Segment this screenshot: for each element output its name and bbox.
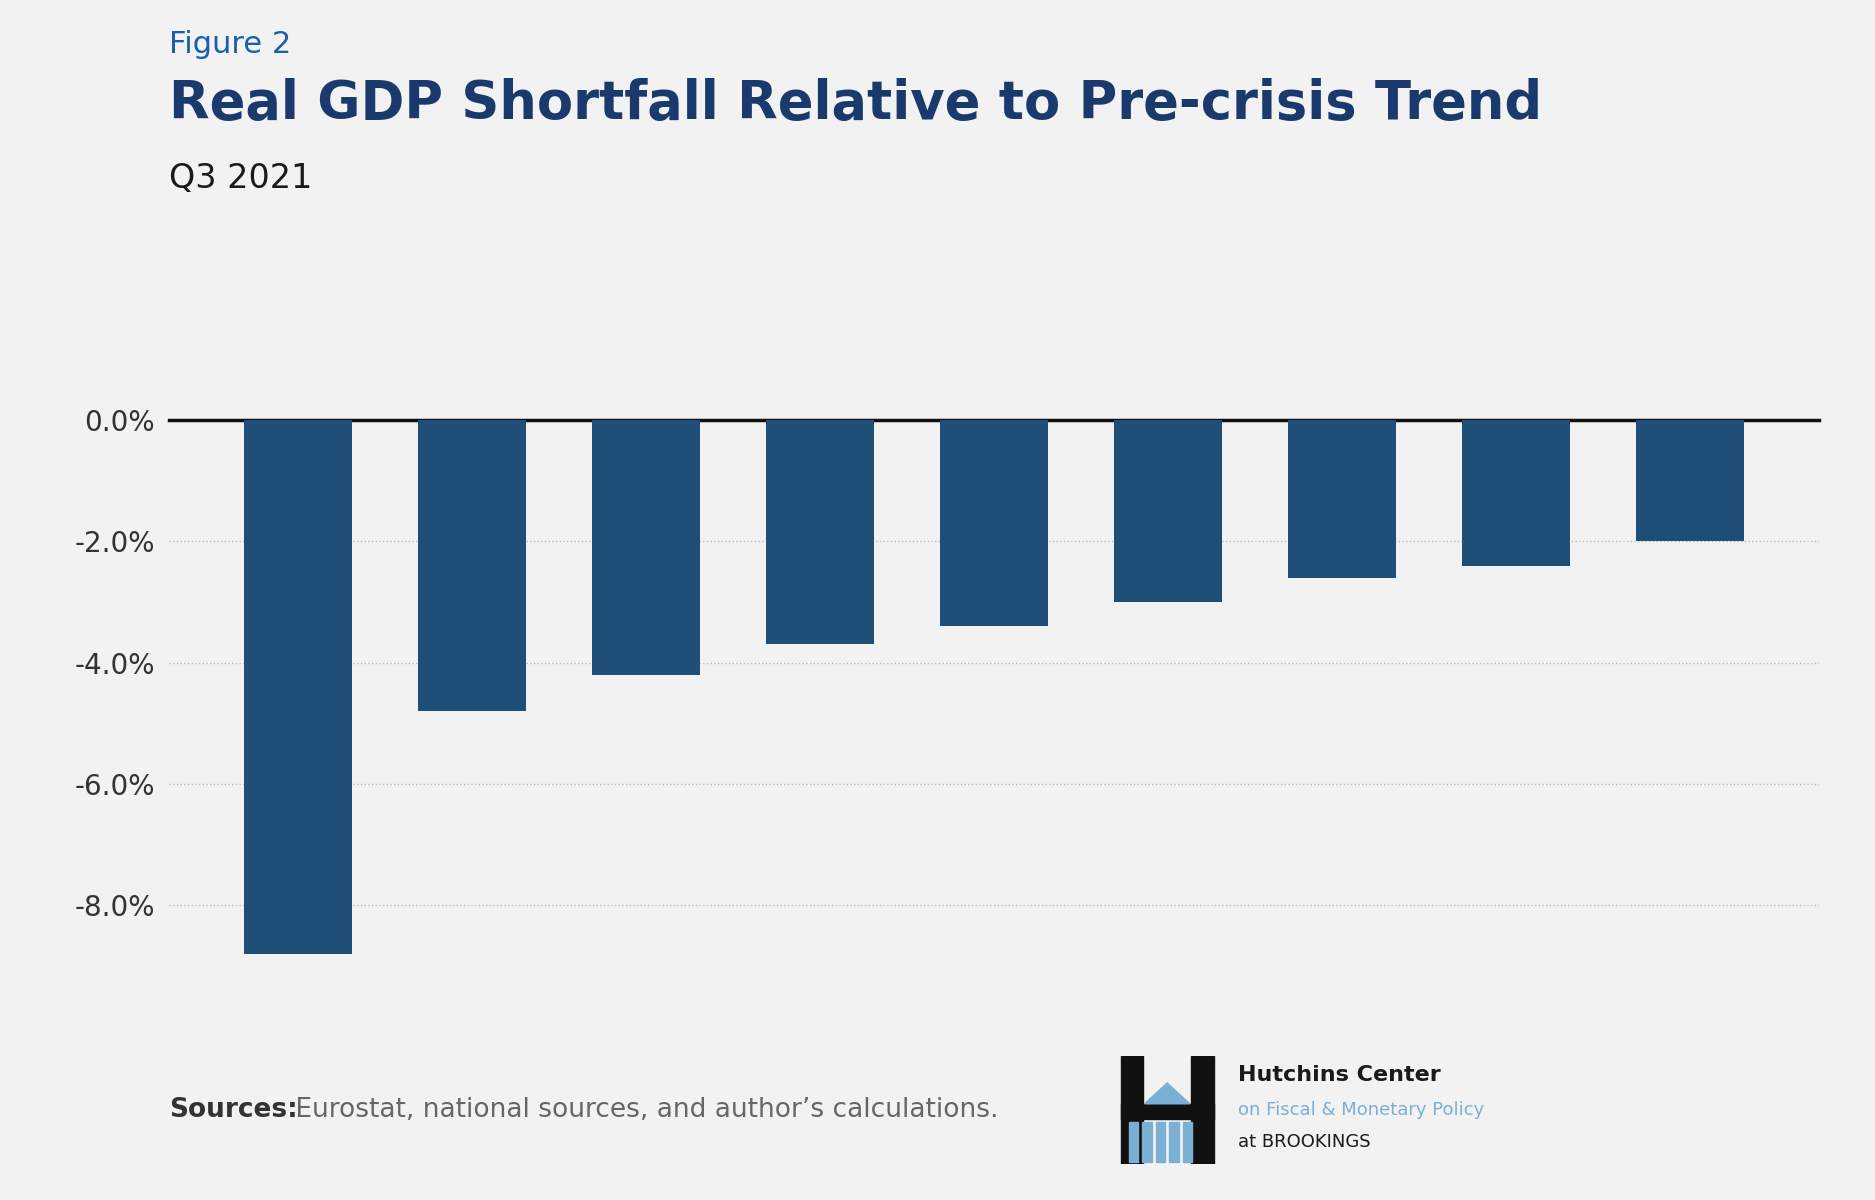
- Polygon shape: [1144, 1082, 1191, 1104]
- Bar: [1121, 1104, 1213, 1120]
- Bar: [1114, 420, 1222, 602]
- Bar: [1288, 420, 1395, 578]
- Bar: [1462, 420, 1569, 565]
- Bar: [939, 420, 1048, 626]
- Text: at BROOKINGS: at BROOKINGS: [1238, 1133, 1371, 1152]
- Bar: [1155, 1122, 1164, 1162]
- Bar: [244, 420, 352, 954]
- Bar: [1183, 1122, 1192, 1162]
- Bar: [1121, 1056, 1144, 1164]
- Bar: [1635, 420, 1744, 541]
- Text: Eurostat, national sources, and author’s calculations.: Eurostat, national sources, and author’s…: [287, 1097, 998, 1123]
- Bar: [1170, 1122, 1179, 1162]
- Bar: [1129, 1122, 1138, 1162]
- Text: Q3 2021: Q3 2021: [169, 162, 311, 194]
- Bar: [418, 420, 525, 712]
- Text: Hutchins Center: Hutchins Center: [1238, 1066, 1440, 1086]
- Text: Sources:: Sources:: [169, 1097, 298, 1123]
- Text: on Fiscal & Monetary Policy: on Fiscal & Monetary Policy: [1238, 1102, 1483, 1118]
- Text: Figure 2: Figure 2: [169, 30, 291, 59]
- Bar: [1142, 1122, 1151, 1162]
- Text: Real GDP Shortfall Relative to Pre-crisis Trend: Real GDP Shortfall Relative to Pre-crisi…: [169, 78, 1541, 130]
- Bar: [765, 420, 874, 644]
- Bar: [592, 420, 699, 674]
- Bar: [1191, 1056, 1213, 1164]
